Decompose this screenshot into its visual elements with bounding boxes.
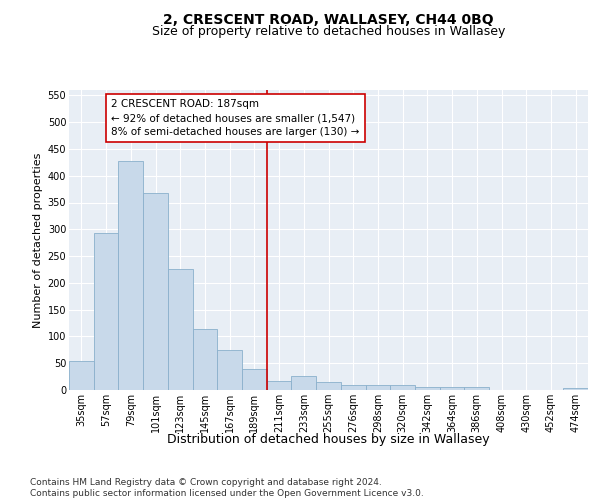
Bar [217, 350, 242, 390]
Bar [193, 330, 217, 390]
Bar [316, 382, 341, 390]
Y-axis label: Number of detached properties: Number of detached properties [34, 152, 43, 328]
Bar [292, 376, 316, 390]
Bar [267, 382, 292, 390]
Text: Distribution of detached houses by size in Wallasey: Distribution of detached houses by size … [167, 432, 490, 446]
Bar [143, 193, 168, 390]
Text: Size of property relative to detached houses in Wallasey: Size of property relative to detached ho… [152, 25, 505, 38]
Text: Contains HM Land Registry data © Crown copyright and database right 2024.
Contai: Contains HM Land Registry data © Crown c… [30, 478, 424, 498]
Bar [415, 387, 440, 390]
Bar [118, 160, 143, 390]
Bar [242, 368, 267, 390]
Bar [365, 385, 390, 390]
Bar [440, 388, 464, 390]
Bar [94, 233, 118, 390]
Bar [168, 270, 193, 390]
Bar [69, 360, 94, 390]
Bar [563, 388, 588, 390]
Bar [341, 385, 365, 390]
Text: 2, CRESCENT ROAD, WALLASEY, CH44 0BQ: 2, CRESCENT ROAD, WALLASEY, CH44 0BQ [163, 12, 494, 26]
Bar [464, 388, 489, 390]
Text: 2 CRESCENT ROAD: 187sqm
← 92% of detached houses are smaller (1,547)
8% of semi-: 2 CRESCENT ROAD: 187sqm ← 92% of detache… [111, 99, 359, 137]
Bar [390, 384, 415, 390]
